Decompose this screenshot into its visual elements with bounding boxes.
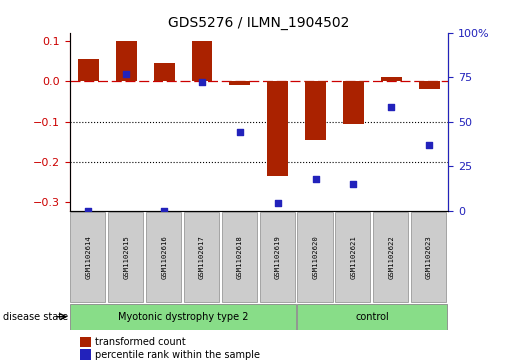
Text: percentile rank within the sample: percentile rank within the sample	[95, 350, 260, 360]
Text: disease state: disease state	[3, 312, 67, 322]
FancyBboxPatch shape	[70, 212, 106, 302]
Point	[273, 200, 282, 206]
FancyBboxPatch shape	[373, 212, 408, 302]
Point	[387, 105, 396, 110]
Point	[84, 208, 93, 213]
FancyBboxPatch shape	[70, 304, 296, 330]
FancyBboxPatch shape	[411, 212, 446, 302]
Point	[312, 176, 320, 182]
Point	[122, 71, 130, 77]
Text: control: control	[355, 312, 389, 322]
Bar	[154, 63, 175, 81]
FancyBboxPatch shape	[297, 212, 333, 302]
Text: Myotonic dystrophy type 2: Myotonic dystrophy type 2	[118, 312, 248, 322]
Bar	[267, 81, 288, 176]
Bar	[343, 81, 364, 124]
Text: GSM1102620: GSM1102620	[313, 235, 319, 279]
Text: GSM1102623: GSM1102623	[426, 235, 432, 279]
Point	[425, 142, 433, 148]
Bar	[78, 59, 99, 81]
Text: transformed count: transformed count	[95, 337, 186, 347]
Bar	[192, 41, 212, 81]
Text: GSM1102621: GSM1102621	[350, 235, 356, 279]
Point	[236, 129, 244, 135]
Bar	[381, 77, 402, 81]
Text: GSM1102617: GSM1102617	[199, 235, 205, 279]
Bar	[230, 81, 250, 85]
Text: GSM1102615: GSM1102615	[123, 235, 129, 279]
Bar	[419, 81, 439, 89]
Title: GDS5276 / ILMN_1904502: GDS5276 / ILMN_1904502	[168, 16, 350, 30]
FancyBboxPatch shape	[146, 212, 181, 302]
Point	[349, 181, 357, 187]
Text: GSM1102616: GSM1102616	[161, 235, 167, 279]
FancyBboxPatch shape	[335, 212, 370, 302]
FancyBboxPatch shape	[184, 212, 219, 302]
FancyBboxPatch shape	[297, 304, 448, 330]
Bar	[305, 81, 326, 140]
FancyBboxPatch shape	[108, 212, 143, 302]
FancyBboxPatch shape	[260, 212, 295, 302]
Text: GSM1102619: GSM1102619	[274, 235, 281, 279]
Point	[160, 208, 168, 213]
Bar	[116, 41, 136, 81]
Text: GSM1102614: GSM1102614	[85, 235, 92, 279]
Text: GSM1102622: GSM1102622	[388, 235, 394, 279]
Point	[198, 79, 206, 85]
FancyBboxPatch shape	[221, 212, 257, 302]
Text: GSM1102618: GSM1102618	[237, 235, 243, 279]
